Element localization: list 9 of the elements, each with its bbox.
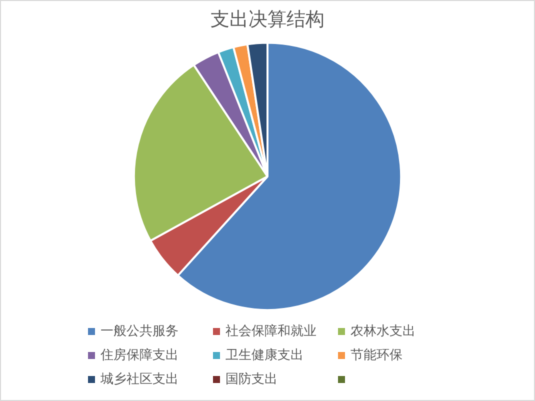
legend-label: 城乡社区支出: [100, 371, 178, 388]
chart-title: 支出决算结构: [210, 8, 324, 30]
legend-label: 住房保障支出: [100, 347, 178, 364]
legend-label: 国防支出: [226, 371, 278, 388]
legend-label: 一般公共服务: [100, 323, 178, 340]
legend-label: 农林水支出: [350, 323, 416, 340]
legend-label: 节能环保: [350, 347, 402, 364]
legend-label: 社会保障和就业: [226, 323, 316, 340]
legend-label: 卫生健康支出: [226, 347, 304, 364]
